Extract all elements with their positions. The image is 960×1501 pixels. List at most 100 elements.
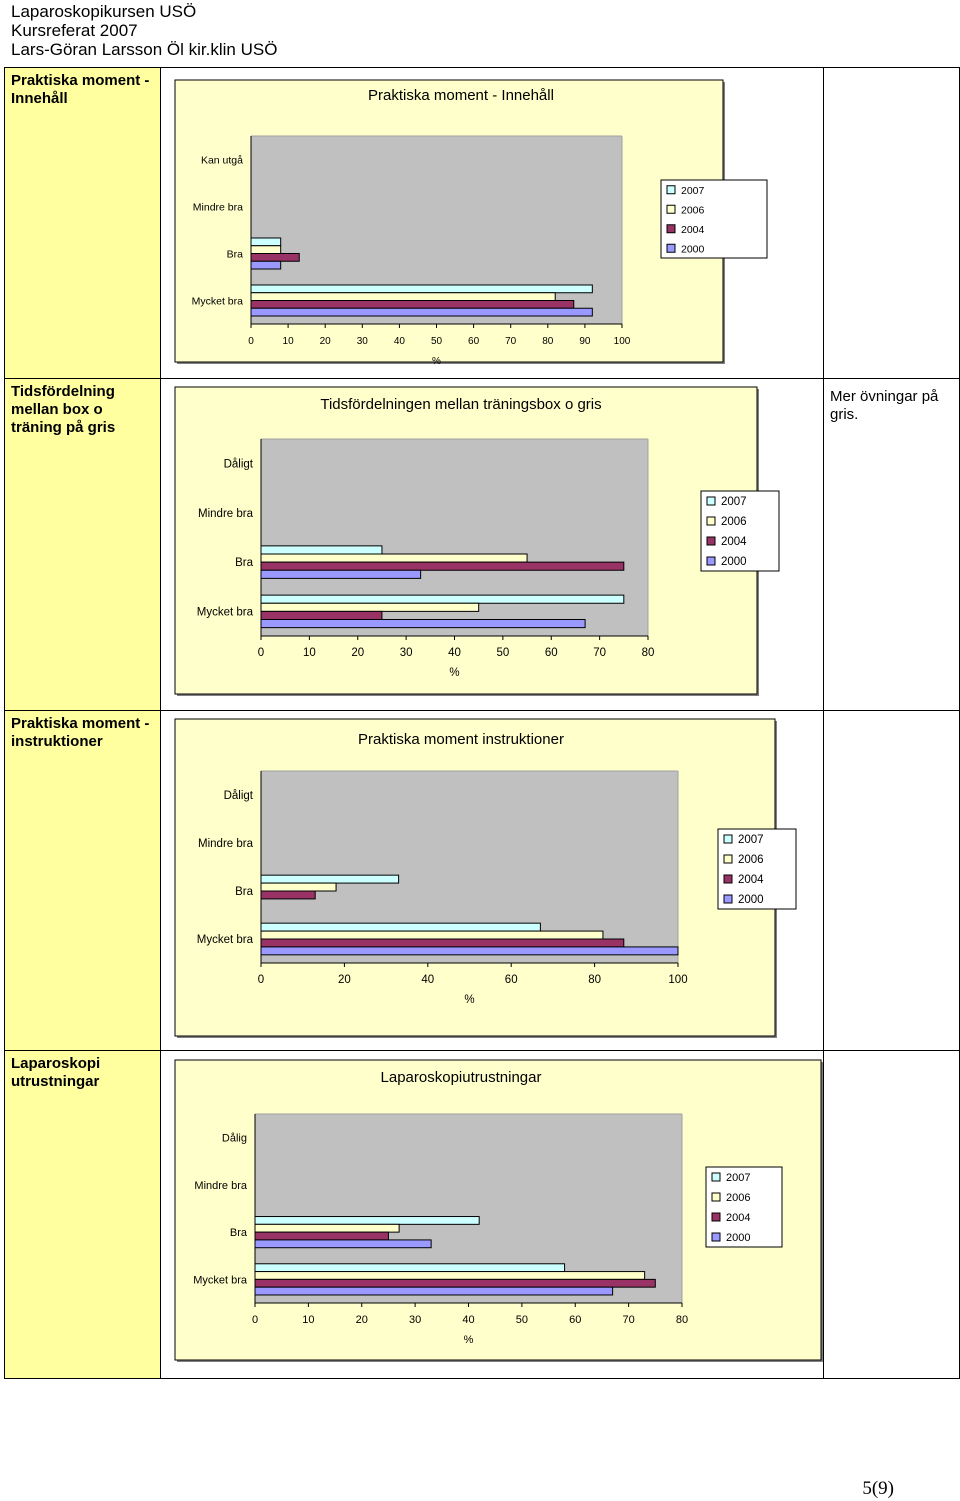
legend-label: 2004 xyxy=(726,1212,750,1224)
bar-2000 xyxy=(254,1286,614,1296)
bar-2000 xyxy=(260,946,679,956)
x-tick-label: 60 xyxy=(569,1314,581,1326)
category-label: Mycket bra xyxy=(197,606,254,618)
x-tick-label: 0 xyxy=(258,974,264,986)
row-label-cell: Tidsfördelning mellan box o träning på g… xyxy=(4,378,161,711)
category-label: Bra xyxy=(230,1227,248,1239)
row-label: Laparoskopi utrustningar xyxy=(11,1055,101,1090)
legend-swatch xyxy=(711,1172,721,1182)
legend-swatch xyxy=(723,874,733,884)
chart-tidsfordelning: Tidsfördelningen mellan träningsbox o gr… xyxy=(174,386,780,696)
bar-2000 xyxy=(250,307,593,317)
x-tick-label: 50 xyxy=(496,647,509,659)
x-tick-label: 30 xyxy=(400,647,413,659)
legend-swatch xyxy=(723,894,733,904)
legend-swatch xyxy=(666,243,676,253)
x-tick-label: 70 xyxy=(505,336,517,347)
category-label: Dåligt xyxy=(224,459,254,471)
row-note xyxy=(824,1051,959,1069)
x-tick-label: 40 xyxy=(421,974,434,986)
x-tick-label: 0 xyxy=(252,1314,258,1326)
bar-2000 xyxy=(254,1239,432,1249)
legend-label: 2004 xyxy=(681,224,705,236)
row-label-cell: Praktiska moment - instruktioner xyxy=(4,710,161,1051)
chart-title: Praktiska moment instruktioner xyxy=(358,731,564,748)
x-axis-label: % xyxy=(464,994,474,1006)
legend-swatch xyxy=(666,185,676,195)
legend-label: 2006 xyxy=(726,1192,750,1204)
bar-2004 xyxy=(250,300,575,309)
category-label: Dåligt xyxy=(224,790,254,802)
legend-label: 2007 xyxy=(681,185,705,197)
legend-label: 2006 xyxy=(738,854,764,866)
chart-cell: Praktiska moment instruktioner Mycket bra… xyxy=(160,710,824,1051)
legend-label: 2000 xyxy=(721,556,747,568)
x-tick-label: 50 xyxy=(516,1314,528,1326)
x-tick-label: 40 xyxy=(462,1314,474,1326)
bar-2006 xyxy=(254,1271,646,1280)
legend-swatch xyxy=(706,556,716,566)
page-number: 5(9) xyxy=(862,1478,894,1499)
legend-swatch xyxy=(723,834,733,844)
x-tick-label: 60 xyxy=(545,647,558,659)
bar-2004 xyxy=(254,1231,389,1241)
row-label: Praktiska moment - Innehåll xyxy=(11,72,150,107)
x-tick-label: 80 xyxy=(676,1314,688,1326)
row-note: Mer övningar på gris. xyxy=(830,388,939,423)
legend-label: 2006 xyxy=(721,516,747,528)
table-row: Laparoskopi utrustningar Laparoskopiutru… xyxy=(4,1050,960,1379)
bar-2000 xyxy=(250,260,282,270)
bar-2004 xyxy=(260,938,625,948)
x-tick-label: 60 xyxy=(505,974,518,986)
x-axis-label: % xyxy=(449,667,459,679)
x-tick-label: 20 xyxy=(338,974,351,986)
legend-box xyxy=(660,179,768,259)
legend-swatch xyxy=(711,1192,721,1202)
legend-label: 2007 xyxy=(738,834,764,846)
legend-swatch xyxy=(723,854,733,864)
note-cell xyxy=(823,710,960,1051)
row-label: Tidsfördelning mellan box o träning på g… xyxy=(11,383,116,436)
x-tick-label: 70 xyxy=(623,1314,635,1326)
category-label: Mindre bra xyxy=(193,202,243,214)
chart-cell: Tidsfördelningen mellan träningsbox o gr… xyxy=(160,378,824,711)
header-report: Kursreferat 2007 xyxy=(11,21,138,40)
x-tick-label: 0 xyxy=(258,647,264,659)
category-label: Kan utgå xyxy=(201,155,243,167)
bar-2006 xyxy=(250,245,282,254)
x-tick-label: 80 xyxy=(642,647,655,659)
bar-2004 xyxy=(260,890,316,900)
category-label: Mycket bra xyxy=(197,934,254,946)
row-label-cell: Laparoskopi utrustningar xyxy=(4,1050,161,1379)
bar-2004 xyxy=(260,561,625,571)
bar-2006 xyxy=(254,1223,400,1233)
bar-2006 xyxy=(260,882,337,892)
header-author: Lars-Göran Larsson Öl kir.klin USÖ xyxy=(11,40,278,59)
bar-2007 xyxy=(260,545,383,555)
chart-laparoskopiutrustningar: Laparoskopiutrustningar Mycket bra Bra Mind… xyxy=(174,1059,823,1362)
chart-title: Praktiska moment - Innehåll xyxy=(368,87,554,104)
table-row: Praktiska moment - instruktioner Praktis… xyxy=(4,710,960,1051)
category-label: Bra xyxy=(235,557,254,569)
bar-2004 xyxy=(250,253,300,262)
bar-2007 xyxy=(260,874,400,884)
x-tick-label: 90 xyxy=(579,336,591,347)
legend-label: 2000 xyxy=(726,1232,750,1244)
legend-label: 2007 xyxy=(726,1172,750,1184)
bar-2004 xyxy=(260,610,383,621)
note-cell xyxy=(823,67,960,379)
category-label: Mycket bra xyxy=(193,1274,248,1286)
note-cell: Mer övningar på gris. xyxy=(823,378,960,711)
category-label: Mycket bra xyxy=(192,296,244,308)
category-label: Mindre bra xyxy=(198,838,254,850)
chart-cell: Laparoskopiutrustningar Mycket bra Bra Mind… xyxy=(160,1050,824,1379)
legend-swatch xyxy=(706,496,716,506)
x-tick-label: 0 xyxy=(248,336,254,347)
bar-2006 xyxy=(260,930,604,940)
x-tick-label: 100 xyxy=(614,336,631,347)
row-label-cell: Praktiska moment - Innehåll xyxy=(4,67,161,379)
bar-2004 xyxy=(254,1278,656,1288)
x-tick-label: 20 xyxy=(351,647,364,659)
chart-title: Laparoskopiutrustningar xyxy=(381,1069,542,1086)
x-tick-label: 60 xyxy=(468,336,480,347)
